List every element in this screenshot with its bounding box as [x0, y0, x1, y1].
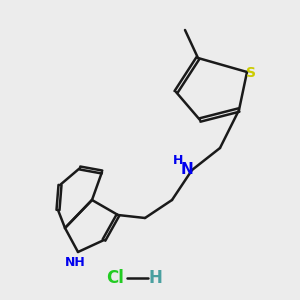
Text: S: S — [246, 66, 256, 80]
Text: NH: NH — [64, 256, 86, 268]
Text: Cl: Cl — [106, 269, 124, 287]
Text: H: H — [148, 269, 162, 287]
Text: N: N — [181, 161, 194, 176]
Text: H: H — [173, 154, 183, 167]
